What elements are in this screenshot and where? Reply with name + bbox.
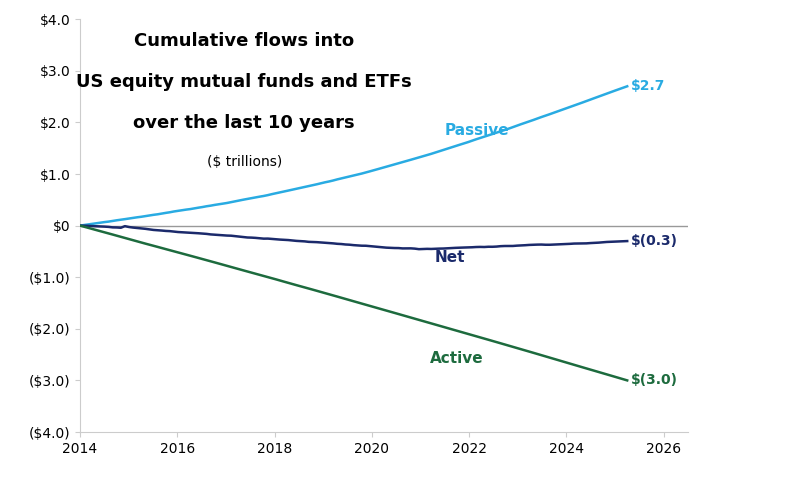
- Text: Net: Net: [435, 250, 466, 265]
- Text: $2.7: $2.7: [631, 79, 666, 93]
- Text: Active: Active: [430, 351, 484, 366]
- Text: over the last 10 years: over the last 10 years: [134, 114, 355, 132]
- Text: $(3.0): $(3.0): [631, 373, 678, 387]
- Text: Passive: Passive: [445, 123, 510, 138]
- Text: Cumulative flows into: Cumulative flows into: [134, 32, 354, 49]
- Text: ($ trillions): ($ trillions): [206, 156, 282, 169]
- Text: $(0.3): $(0.3): [631, 234, 678, 248]
- Text: US equity mutual funds and ETFs: US equity mutual funds and ETFs: [76, 73, 412, 91]
